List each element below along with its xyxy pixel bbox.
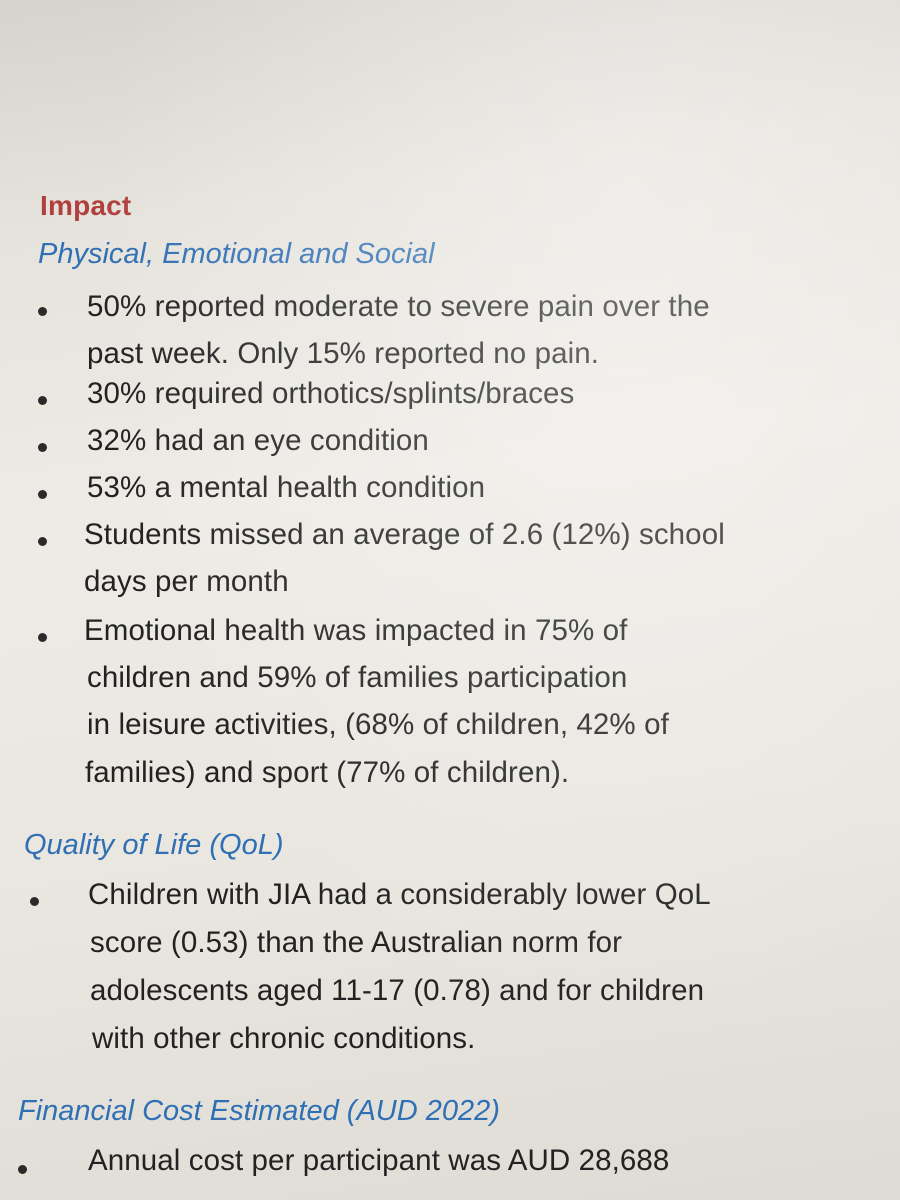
list-item-line: 32% had an eye condition	[87, 424, 429, 457]
bullet-icon	[38, 537, 47, 546]
list-item-line: score (0.53) than the Australian norm fo…	[90, 926, 623, 959]
bullet-icon	[18, 1165, 27, 1174]
list-item-line: Students missed an average of 2.6 (12%) …	[84, 518, 725, 551]
list-item-line: past week. Only 15% reported no pain.	[87, 337, 600, 370]
list-item-line: 50% reported moderate to severe pain ove…	[87, 290, 710, 323]
list-item-line: days per month	[84, 565, 289, 598]
list-item-line: Children with JIA had a considerably low…	[88, 878, 711, 911]
list-item-line: families) and sport (77% of children).	[85, 756, 570, 789]
bullet-icon	[38, 633, 47, 642]
section-heading-impact: Impact	[40, 190, 132, 221]
subheading-physical-emotional-social: Physical, Emotional and Social	[38, 238, 435, 270]
list-item-line: in leisure activities, (68% of children,…	[87, 708, 669, 741]
bullet-icon	[38, 307, 47, 316]
subheading-financial-cost: Financial Cost Estimated (AUD 2022)	[18, 1095, 500, 1127]
bullet-icon	[38, 443, 47, 452]
bullet-icon	[38, 396, 47, 405]
subheading-quality-of-life: Quality of Life (QoL)	[24, 829, 284, 861]
list-item-line: adolescents aged 11-17 (0.78) and for ch…	[90, 974, 705, 1007]
list-item-line: Emotional health was impacted in 75% of	[84, 614, 628, 647]
list-item-line: 53% a mental health condition	[87, 471, 486, 504]
bullet-icon	[30, 897, 39, 906]
list-item-line: 30% required orthotics/splints/braces	[87, 377, 575, 410]
list-item-line: with other chronic conditions.	[92, 1022, 476, 1055]
list-item-line: Annual cost per participant was AUD 28,6…	[88, 1144, 670, 1177]
list-item-line: children and 59% of families participati…	[87, 661, 628, 694]
bullet-icon	[38, 490, 47, 499]
